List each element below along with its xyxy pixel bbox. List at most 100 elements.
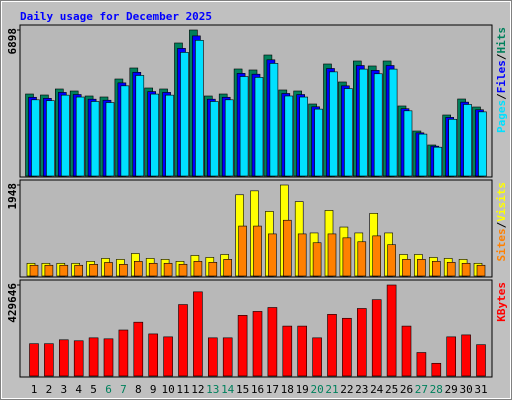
bar: [193, 291, 203, 377]
x-tick-label: 8: [135, 383, 142, 396]
bar: [388, 68, 398, 177]
bar: [401, 325, 412, 377]
x-tick-label: 4: [75, 383, 82, 396]
x-tick-label: 7: [120, 383, 127, 396]
legend: KBytes: [495, 282, 508, 322]
bar: [327, 233, 337, 277]
bar: [403, 110, 413, 177]
x-tick-label: 25: [385, 383, 398, 396]
x-tick-label: 22: [340, 383, 353, 396]
x-tick-label: 11: [176, 383, 189, 396]
bar: [74, 264, 83, 277]
x-tick-label: 10: [161, 383, 174, 396]
bar: [59, 264, 69, 277]
x-tick-label: 29: [445, 383, 458, 396]
legend-separator: /: [495, 53, 508, 60]
bar: [58, 339, 69, 377]
bar: [105, 102, 115, 177]
bar: [150, 93, 159, 177]
x-tick-label: 26: [400, 383, 413, 396]
x-tick-label: 9: [150, 383, 157, 396]
bar: [89, 264, 98, 277]
bar: [103, 338, 114, 377]
bar: [239, 76, 249, 177]
x-tick-label: 14: [221, 383, 235, 396]
x-tick-label: 21: [325, 383, 338, 396]
bar: [208, 337, 218, 377]
bar: [269, 63, 279, 177]
x-tick-label: 5: [90, 383, 97, 396]
x-tick-label: 13: [206, 383, 219, 396]
bar: [163, 336, 173, 377]
x-tick-label: 6: [105, 383, 112, 396]
legend-separator: /: [495, 221, 508, 228]
bar: [238, 225, 247, 277]
chart-title: Daily usage for December 2025: [20, 10, 212, 23]
bar: [46, 100, 55, 177]
bar: [446, 336, 457, 377]
x-tick-label: 1: [31, 383, 38, 396]
bar: [282, 219, 292, 277]
bar: [314, 108, 323, 177]
bar: [237, 315, 248, 377]
legend-entry: Pages: [495, 100, 508, 133]
bar: [433, 146, 443, 177]
bar: [356, 308, 367, 377]
bar: [208, 262, 218, 277]
bar: [165, 94, 174, 177]
bar: [416, 352, 427, 377]
bar: [224, 99, 234, 177]
y-tick-label: 429646: [6, 283, 19, 323]
legend-separator: /: [495, 93, 508, 100]
bar: [371, 299, 382, 377]
legend: Sites/Visits: [495, 182, 508, 262]
bar: [431, 362, 442, 377]
bar: [104, 262, 113, 277]
bar: [478, 111, 487, 177]
bar: [134, 261, 143, 277]
x-tick-label: 27: [415, 383, 428, 396]
bar: [417, 259, 426, 277]
x-tick-label: 23: [355, 383, 368, 396]
x-tick-label: 16: [251, 383, 264, 396]
bar: [120, 85, 130, 177]
bar: [342, 237, 352, 277]
bar: [90, 101, 100, 177]
bar: [373, 73, 383, 177]
legend-entry: Sites: [495, 228, 508, 261]
bar: [386, 284, 397, 377]
x-tick-label: 24: [370, 383, 384, 396]
bar: [312, 337, 322, 377]
bar: [44, 343, 54, 377]
bar: [476, 264, 486, 277]
bar: [461, 262, 471, 277]
x-tick-label: 28: [430, 383, 443, 396]
bar: [402, 259, 411, 277]
bar: [135, 75, 145, 177]
legend: Pages/Files/Hits: [495, 27, 508, 133]
bar: [284, 95, 294, 177]
bar: [387, 244, 396, 277]
bar: [178, 304, 188, 377]
bar: [344, 88, 353, 177]
bar: [431, 261, 441, 277]
x-tick-label: 30: [459, 383, 472, 396]
bar: [223, 259, 232, 277]
bar: [282, 325, 293, 377]
bar: [148, 262, 158, 277]
bar: [180, 52, 189, 177]
bar: [118, 329, 129, 377]
bar: [254, 77, 264, 177]
bar: [476, 344, 486, 377]
x-tick-label: 2: [46, 383, 53, 396]
x-tick-label: 15: [236, 383, 249, 396]
bar: [372, 235, 382, 277]
bar: [73, 340, 84, 377]
bar: [297, 325, 308, 377]
bar: [357, 241, 367, 277]
bar: [222, 337, 233, 377]
bar: [297, 233, 307, 277]
